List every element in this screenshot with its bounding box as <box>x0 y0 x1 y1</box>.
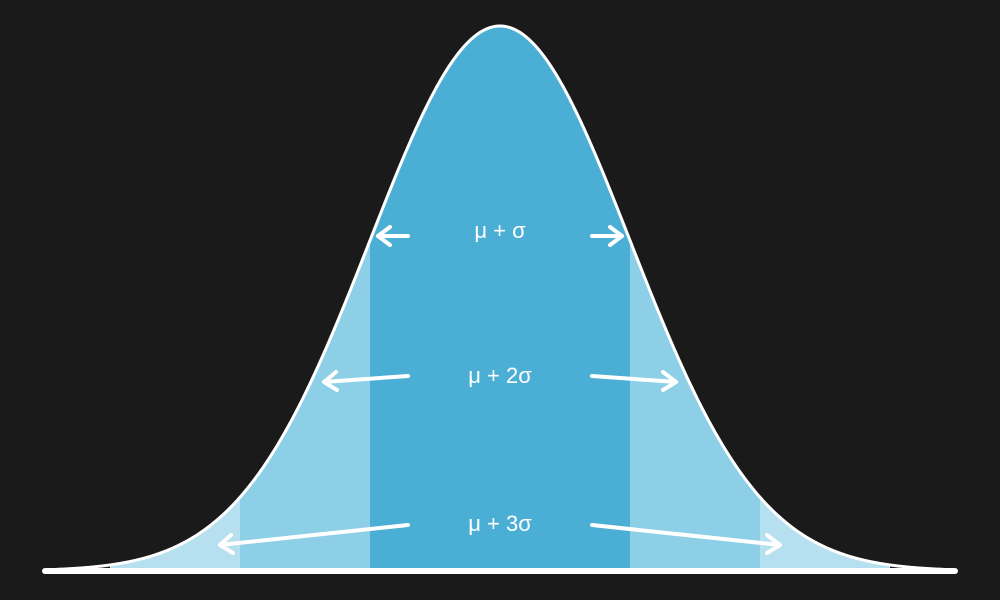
sigma2-left-arrow <box>322 370 410 392</box>
sigma3-label: μ + 3σ <box>468 511 532 536</box>
sigma2-label: μ + 2σ <box>468 363 532 388</box>
band-3sigma-right <box>760 26 890 573</box>
band-1sigma <box>370 26 630 573</box>
sigma3-right-arrow <box>590 523 782 555</box>
band-3sigma-left <box>110 26 240 573</box>
sigma1-label: μ + σ <box>474 218 526 243</box>
sigma3-left-arrow <box>218 523 410 555</box>
sigma1-right-arrow <box>590 225 624 247</box>
sigma2-right-arrow <box>590 370 678 392</box>
sigma1-left-arrow <box>376 225 410 247</box>
bell-curve <box>44 24 956 572</box>
